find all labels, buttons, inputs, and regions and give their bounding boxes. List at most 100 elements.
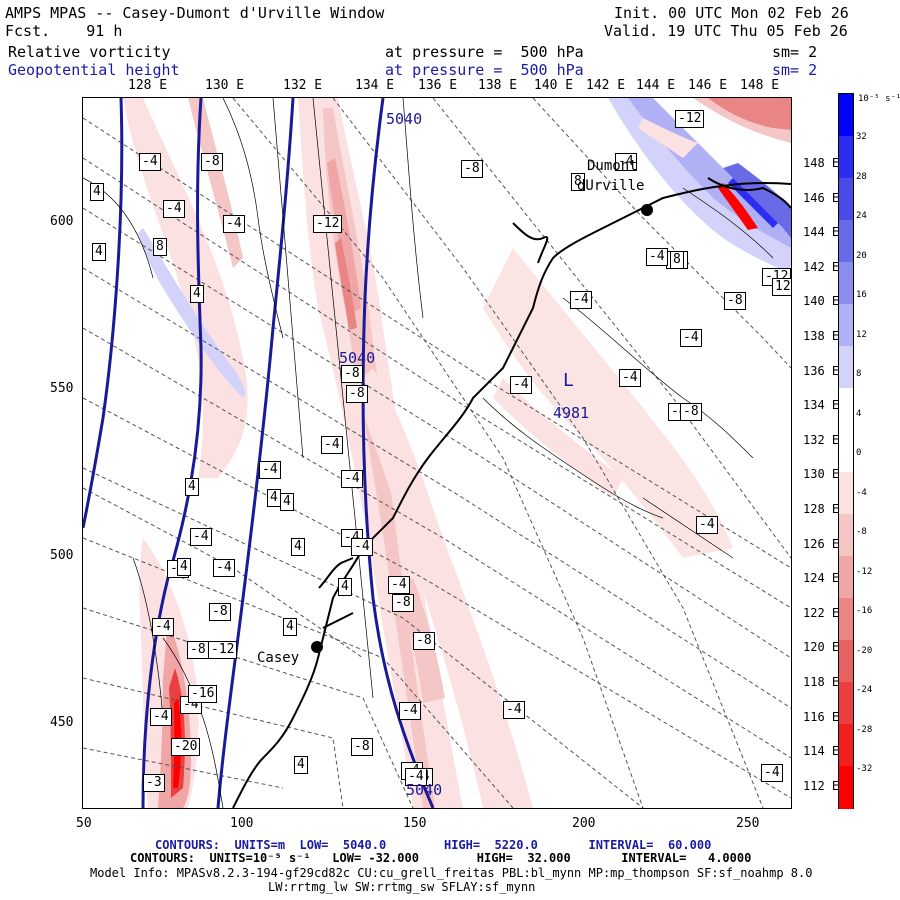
right-lat-label: 136 E: [803, 363, 840, 378]
top-lon-label: 146 E: [688, 78, 728, 93]
colorbar-segment: [839, 598, 853, 641]
vorticity-label: 4: [291, 538, 305, 556]
vorticity-label: -8: [680, 403, 702, 421]
height-contour-label: 5040: [386, 110, 423, 128]
right-lat-label: 112 E: [803, 778, 840, 793]
field1-level: at pressure = 500 hPa: [385, 43, 584, 61]
vorticity-label: -8: [187, 641, 209, 659]
vorticity-label: -8: [341, 365, 363, 383]
vorticity-label: 4: [190, 285, 204, 303]
right-lat-label: 126 E: [803, 536, 840, 551]
colorbar-label: 28: [856, 171, 867, 182]
colorbar-segment: [839, 640, 853, 683]
vorticity-label: -8: [724, 292, 746, 310]
vorticity-label: -4: [399, 702, 421, 720]
map-canvas: [83, 98, 791, 808]
vorticity-label: -16: [188, 685, 218, 703]
vorticity-label: 4: [90, 183, 104, 201]
vorticity-label: -4: [139, 153, 161, 171]
vorticity-label: -4: [341, 470, 363, 488]
vorticity-label: -8: [461, 160, 483, 178]
colorbar-label: -24: [856, 685, 873, 695]
dumont-durville-station-marker: [641, 204, 653, 216]
colorbar-segment: [839, 220, 853, 263]
colorbar-label: -32: [856, 764, 873, 774]
vorticity-label: -8: [201, 153, 223, 171]
right-lat-label: 130 E: [803, 467, 840, 482]
vorticity-label: -4: [570, 291, 592, 309]
vorticity-label: -20: [171, 738, 201, 756]
vorticity-label: -12: [208, 641, 238, 659]
top-lon-label: 138 E: [478, 78, 518, 93]
right-lat-label: 116 E: [803, 709, 840, 724]
vorticity-label: -4: [321, 436, 343, 454]
vorticity-label: -4: [503, 701, 525, 719]
colorbar-label: 12: [856, 329, 867, 340]
vorticity-label: -4: [696, 516, 718, 534]
height-contour-label: 4981: [553, 404, 590, 422]
y-tick-label: 500: [50, 548, 74, 563]
vorticity-label: -8: [209, 603, 231, 621]
vorticity-label: -12: [675, 110, 705, 128]
colorbar-label: 0: [856, 448, 862, 458]
height-contour-label: 5040: [339, 349, 376, 367]
x-tick-label: 200: [572, 816, 596, 831]
vorticity-label: -4: [388, 576, 410, 594]
graticule: [83, 98, 791, 808]
valid-time: Valid. 19 UTC Thu 05 Feb 26: [604, 22, 848, 40]
colorbar-segment: [839, 514, 853, 557]
casey-station-marker: [311, 641, 323, 653]
colorbar-unit: 10⁻⁵ s⁻¹: [858, 94, 900, 104]
vorticity-label: -4: [351, 538, 373, 556]
colorbar-label: 8: [856, 369, 862, 379]
right-lat-label: 132 E: [803, 432, 840, 447]
vorticity-label: -8: [351, 738, 373, 756]
colorbar-label: -12: [856, 566, 873, 577]
top-lon-label: 132 E: [283, 78, 323, 93]
map-title: AMPS MPAS -- Casey-Dumont d'Urville Wind…: [5, 4, 385, 22]
place-label-durville: dUrville: [577, 178, 645, 194]
right-lat-label: 146 E: [803, 190, 840, 205]
colorbar-segment: [839, 766, 853, 809]
vorticity-label: -4: [761, 764, 783, 782]
top-lon-label: 136 E: [418, 78, 458, 93]
footer-height-contours: CONTOURS: UNITS=m LOW= 5040.0 HIGH= 5220…: [155, 838, 712, 852]
vorticity-label: -4: [405, 768, 427, 786]
vorticity-label: -4: [223, 215, 245, 233]
height-contour-label: 5040: [406, 781, 443, 799]
top-lon-label: 142 E: [586, 78, 626, 93]
vorticity-label: 8: [571, 173, 585, 191]
x-tick-label: 50: [76, 816, 92, 831]
place-label-casey: Casey: [257, 650, 300, 666]
vorticity-label: -8: [413, 632, 435, 650]
vorticity-label: -4: [213, 559, 235, 577]
vorticity-label: 4: [92, 243, 106, 261]
place-label-dumont: Dumont: [587, 158, 638, 174]
colorbar-label: 20: [856, 250, 867, 261]
field2-smoothing: sm= 2: [772, 61, 818, 79]
colorbar-label: -4: [856, 487, 867, 498]
footer-model-info-2: LW:rrtmg_lw SW:rrtmg_sw SFLAY:sf_mynn: [268, 880, 536, 894]
y-tick-label: 550: [50, 381, 74, 396]
colorbar-label: 32: [856, 132, 867, 142]
vorticity-label: 4: [185, 478, 199, 496]
footer-vorticity-contours: CONTOURS: UNITS=10⁻⁵ s⁻¹ LOW= -32.000 HI…: [130, 851, 752, 865]
right-lat-label: 118 E: [803, 675, 840, 689]
coastline: [232, 177, 791, 808]
map-plot-area[interactable]: -12-4-84-8-44-484-128-4-4-12-8-4-412-4-4…: [82, 97, 792, 809]
vorticity-label: -4: [619, 369, 641, 387]
colorbar-segment: [839, 346, 853, 389]
y-tick-label: 450: [50, 715, 74, 730]
vorticity-label: 8: [670, 251, 684, 269]
colorbar-segment: [839, 682, 853, 725]
colorbar-segment: [839, 388, 853, 431]
field2-level: at pressure = 500 hPa: [385, 61, 584, 79]
colorbar: [838, 93, 854, 809]
colorbar-segment: [839, 472, 853, 515]
vorticity-label: 4: [280, 493, 294, 511]
right-lat-label: 142 E: [803, 259, 840, 274]
right-lat-label: 120 E: [803, 640, 840, 655]
top-lon-label: 144 E: [636, 78, 676, 93]
top-lon-label: 140 E: [534, 78, 574, 93]
colorbar-segment: [839, 94, 853, 137]
